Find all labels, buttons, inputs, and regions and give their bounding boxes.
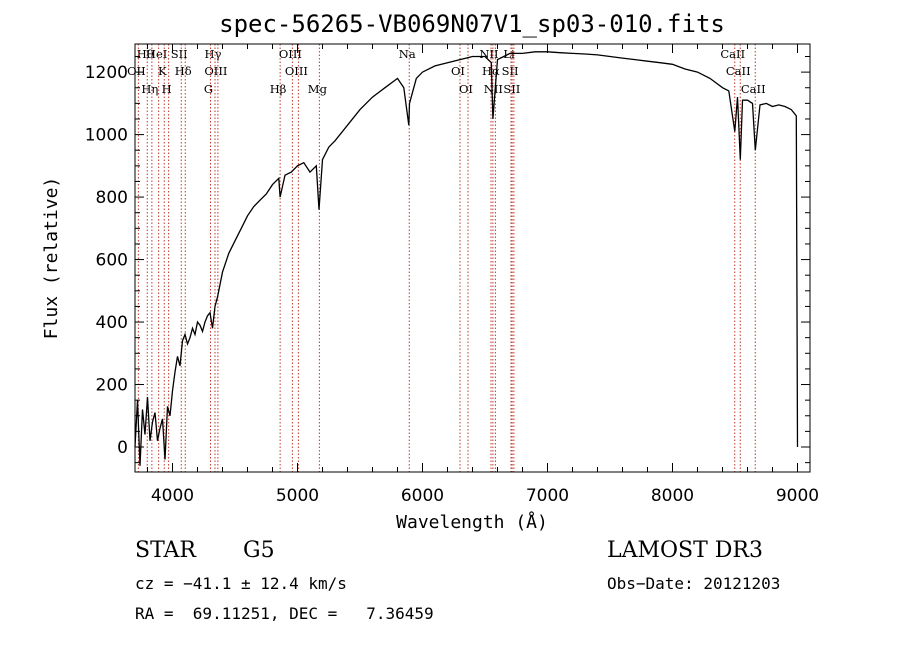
spectral-line-label: CaII <box>741 82 766 96</box>
coordinates-readout: RA = 69.11251, DEC = 7.36459 <box>135 604 434 623</box>
spectral-line-markers: HθOIIHηHeIKHSIIHδGHγOIIIHβOIIIOIIIMgNaOI… <box>127 44 766 472</box>
spectral-line-label: OI <box>459 82 473 96</box>
y-tick-label: 1000 <box>85 126 128 146</box>
spectral-line-label: HeI <box>146 47 167 61</box>
object-class: STAR <box>135 538 196 563</box>
spectral-line-label: OI <box>451 64 465 78</box>
y-tick-label: 600 <box>96 251 128 271</box>
spectral-line-label: H <box>162 82 172 96</box>
spectral-line-label: OIII <box>204 64 227 78</box>
spectral-line-label: CaII <box>726 64 751 78</box>
redshift-readout: cz = −41.1 ± 12.4 km/s <box>135 574 347 593</box>
spectral-line-label: CaII <box>720 47 745 61</box>
spectral-line-label: Mg <box>308 82 328 96</box>
x-axis-ticks: 4000 5000 6000 7000 8000 9000 <box>147 44 819 506</box>
plot-frame <box>134 43 811 473</box>
spectral-line-label: K <box>158 64 167 78</box>
y-tick-label: 200 <box>96 376 128 396</box>
y-axis-label: Flux (relative) <box>41 177 62 340</box>
spectral-line-label: SII <box>502 64 519 78</box>
x-axis-label: Wavelength (Å) <box>396 511 548 533</box>
object-subclass: G5 <box>243 538 275 563</box>
spectral-line-label: Hβ <box>270 82 287 96</box>
spectral-line-label: Na <box>399 47 416 61</box>
x-tick-label: 5000 <box>276 486 319 506</box>
spectral-line-label: Hγ <box>205 47 222 61</box>
spectral-line-label: OII <box>127 64 146 78</box>
chart-title: spec-56265-VB069N07V1_sp03-010.fits <box>219 10 725 38</box>
y-tick-label: 400 <box>96 313 128 333</box>
x-tick-label: 7000 <box>526 486 569 506</box>
spectrum-line <box>134 51 799 466</box>
spectral-line-label: NII <box>479 47 498 61</box>
spectral-line-label: G <box>204 82 213 96</box>
spectral-line-label: Hη <box>141 82 158 96</box>
survey-name: LAMOST DR3 <box>607 538 763 563</box>
spectrum-series <box>134 51 799 466</box>
spectral-line-label: Hθ <box>137 47 154 61</box>
spectral-line-label: OIII <box>285 64 308 78</box>
spectral-line-label: Hδ <box>175 64 192 78</box>
x-tick-label: 8000 <box>651 486 694 506</box>
y-tick-label: 1200 <box>85 63 128 83</box>
x-tick-label: 4000 <box>151 486 194 506</box>
spectral-line-label: SII <box>171 47 188 61</box>
spectral-line-label: OIII <box>279 47 302 61</box>
observation-date: Obs−Date: 20121203 <box>607 574 781 593</box>
spectral-line-label: NII <box>484 82 503 96</box>
y-tick-label: 800 <box>96 188 128 208</box>
y-axis-ticks: 0 200 400 600 800 1000 1200 <box>85 55 810 464</box>
x-tick-label: 6000 <box>401 486 444 506</box>
x-tick-label: 9000 <box>776 486 819 506</box>
y-tick-label: 0 <box>117 438 128 458</box>
spectral-line-label: SII <box>503 82 520 96</box>
